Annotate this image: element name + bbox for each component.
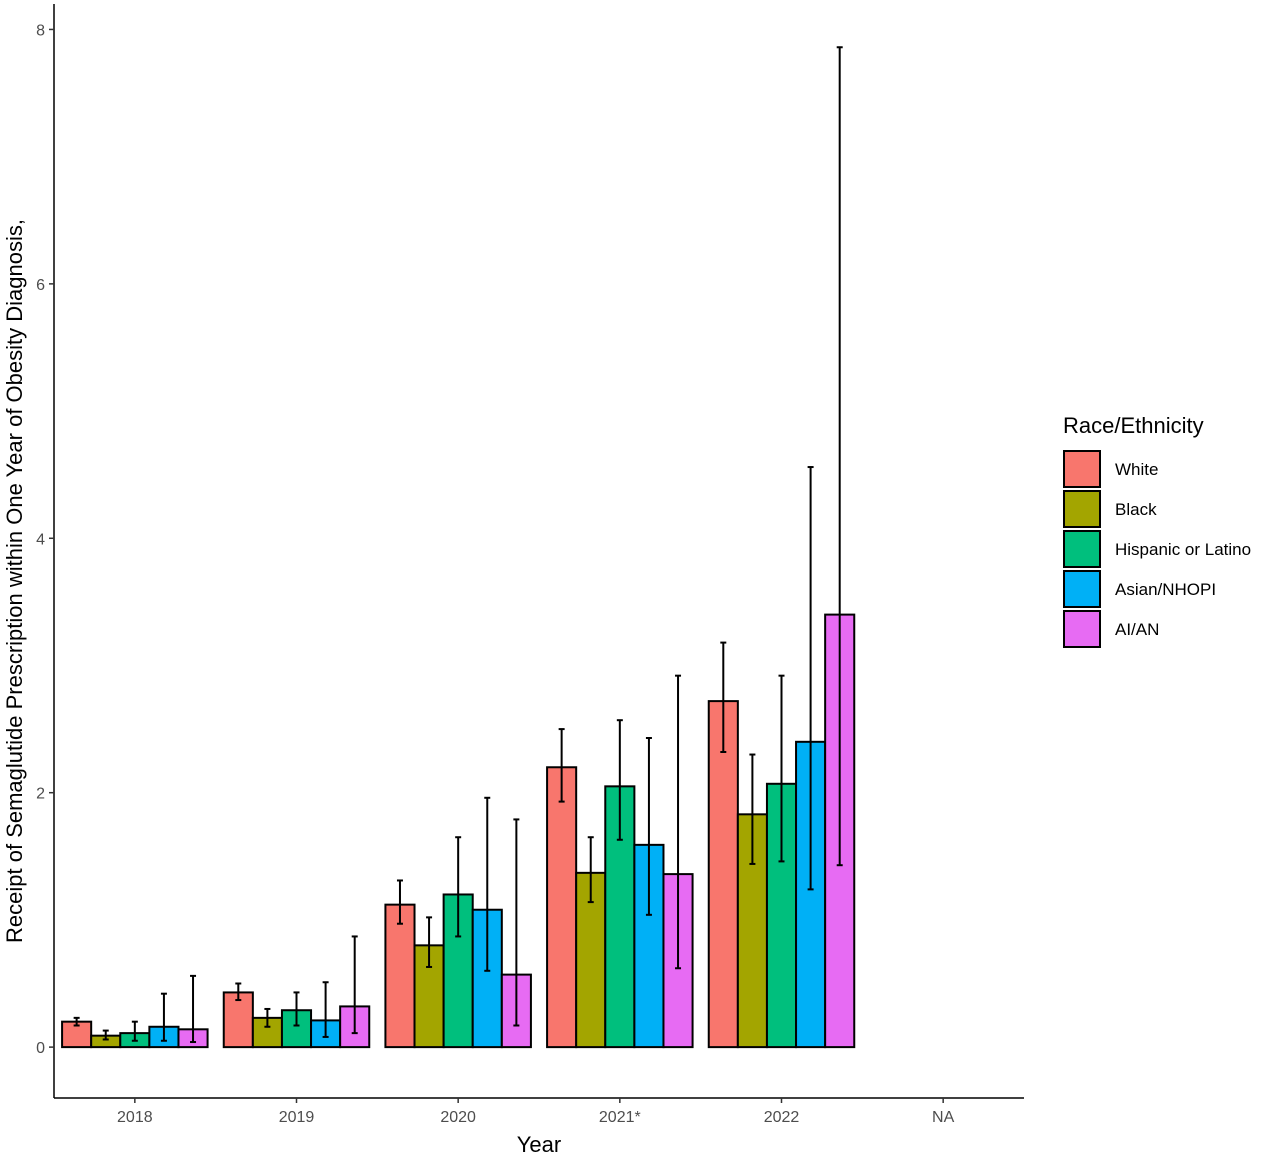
legend-key (1063, 450, 1101, 488)
x-tick-label: 2021* (599, 1109, 641, 1126)
legend-title: Race/Ethnicity (1063, 413, 1204, 438)
y-tick-label: 6 (36, 277, 45, 294)
y-axis-title: Receipt of Semaglutide Prescription with… (2, 219, 27, 943)
legend: Race/Ethnicity White Black Hispanic or Lati… (1063, 413, 1251, 648)
y-tick-label: 4 (36, 531, 45, 548)
x-tick-label: 2020 (440, 1109, 476, 1126)
x-tick-label: 2019 (279, 1109, 315, 1126)
x-tick-label: 2022 (764, 1109, 800, 1126)
legend-label: White (1115, 460, 1158, 479)
legend-key (1063, 570, 1101, 608)
y-tick-label: 0 (36, 1040, 45, 1057)
legend-label: Hispanic or Latino (1115, 540, 1251, 559)
legend-label: Asian/NHOPI (1115, 580, 1216, 599)
y-tick-label: 8 (36, 22, 45, 39)
bar (222, 991, 254, 1049)
bar (707, 700, 739, 1049)
legend-label: Black (1115, 500, 1157, 519)
y-tick-label: 2 (36, 786, 45, 803)
bar (546, 766, 578, 1049)
legend-key (1063, 530, 1101, 568)
bar (280, 1009, 313, 1049)
plot-area (61, 46, 856, 1049)
legend-key (1063, 610, 1101, 648)
x-axis-title: Year (517, 1132, 561, 1157)
x-tick-label: NA (932, 1109, 955, 1126)
x-tick-label: 2018 (117, 1109, 153, 1126)
bar (384, 903, 416, 1049)
legend-label: AI/AN (1115, 620, 1159, 639)
legend-key (1063, 490, 1101, 528)
axes: 0 2 4 6 8 2018 2019 2020 2021* 2022 NA Year Receipt … (2, 4, 1024, 1157)
